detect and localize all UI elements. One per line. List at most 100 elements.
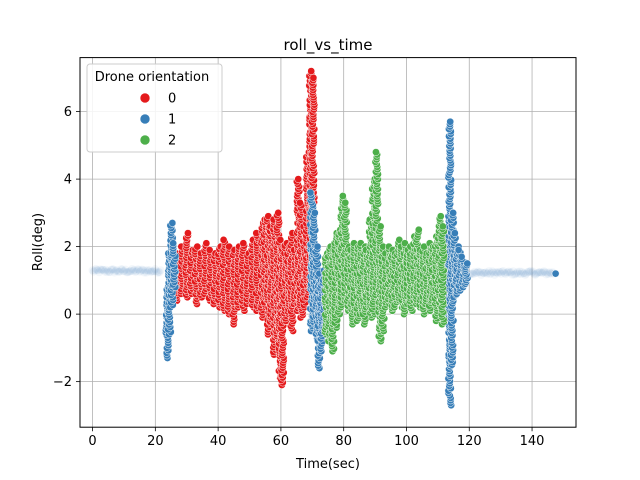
baseline-point (106, 268, 115, 277)
x-tick-label: 0 (88, 434, 96, 449)
baseline-point (476, 268, 485, 277)
data-point-series-0 (202, 239, 211, 248)
baseline-point (516, 270, 525, 279)
data-point-series-2 (438, 222, 447, 231)
data-point-series-0 (193, 242, 202, 251)
legend-marker-0 (139, 92, 151, 104)
baseline-point (113, 267, 122, 276)
baseline-point (127, 266, 136, 275)
baseline-point (154, 267, 163, 276)
baseline-point (538, 268, 547, 277)
baseline-point (116, 267, 125, 276)
baseline-point (479, 269, 488, 278)
baseline-point (539, 267, 548, 276)
baseline-point (505, 268, 514, 277)
baseline-point (472, 268, 481, 277)
data-point-series-2 (372, 148, 380, 156)
baseline-point (483, 268, 492, 277)
baseline-point (123, 268, 132, 277)
data-point-series-1 (449, 209, 457, 217)
baseline-point (498, 267, 507, 276)
data-point-series-1 (454, 246, 463, 254)
y-tick-label: 2 (64, 240, 72, 255)
x-tick-label: 20 (147, 434, 164, 449)
baseline-point (147, 267, 156, 276)
baseline-point (152, 267, 161, 276)
x-axis-label: Time(sec) (295, 457, 360, 472)
legend-marker-2 (139, 134, 151, 146)
data-point-series-1 (169, 239, 178, 248)
x-tick-label: 120 (457, 434, 482, 449)
baseline-point (95, 268, 104, 277)
baseline-point (542, 270, 551, 279)
data-point-series-2 (376, 222, 385, 231)
baseline-point (468, 269, 477, 278)
data-point-series-2 (414, 225, 423, 234)
data-point-series-0 (205, 246, 214, 254)
baseline-point (114, 267, 123, 276)
baseline-point (109, 265, 118, 274)
baseline-point (487, 268, 496, 277)
data-point-series-0 (276, 236, 285, 244)
baseline-point (521, 270, 530, 279)
baseline-point (532, 269, 541, 278)
baseline-point (94, 266, 103, 275)
baseline-point (111, 267, 120, 276)
baseline-point (136, 266, 145, 275)
baseline-point (145, 266, 154, 275)
baseline-point (120, 267, 129, 276)
baseline-point (107, 265, 116, 274)
baseline-point (90, 266, 99, 275)
data-point-series-1 (168, 219, 177, 227)
data-point-series-1 (310, 209, 319, 217)
data-point-series-1 (463, 259, 472, 268)
baseline-point (91, 264, 100, 273)
baseline-point (119, 267, 128, 276)
baseline-point (153, 268, 162, 277)
baseline-point (489, 268, 498, 277)
baseline-point (486, 270, 495, 279)
baseline-point (527, 268, 536, 277)
baseline-point (97, 266, 106, 275)
data-point-series-1 (551, 269, 560, 278)
baseline-point (98, 265, 107, 274)
baseline-point (156, 266, 165, 275)
baseline-point (537, 268, 546, 277)
baseline-point (482, 269, 491, 278)
data-point-series-0 (296, 198, 304, 207)
baseline-point (117, 265, 126, 274)
baseline-point (512, 269, 521, 278)
baseline-point (89, 267, 98, 276)
baseline-point (507, 268, 516, 277)
baseline-point (139, 266, 148, 275)
baseline-point (501, 270, 510, 279)
legend: Drone orientation 0 1 2 (86, 63, 223, 153)
data-point-series-2 (341, 198, 350, 207)
data-point-series-2 (338, 192, 347, 200)
legend-box (86, 63, 223, 153)
baseline-point (496, 268, 505, 277)
baseline-point (135, 267, 144, 276)
baseline-point (519, 269, 528, 278)
baseline-point (121, 265, 130, 274)
baseline-point (522, 269, 531, 278)
baseline-point (491, 268, 500, 277)
baseline-point (124, 267, 133, 276)
data-point-series-1 (457, 252, 466, 261)
baseline-point (524, 267, 533, 276)
baseline-point (103, 266, 112, 275)
data-point-series-0 (294, 175, 303, 183)
baseline-point (543, 268, 552, 277)
baseline-point (131, 268, 140, 277)
plot-frame (79, 57, 577, 428)
baseline-point (478, 268, 487, 277)
baseline-point (503, 268, 512, 277)
baseline-point (475, 268, 484, 277)
data-point-series-0 (184, 229, 192, 237)
data-points (88, 67, 560, 410)
x-tick-label: 60 (273, 434, 290, 449)
data-point-series-2 (436, 212, 445, 221)
baseline-point (134, 265, 143, 274)
baseline-point (528, 267, 537, 276)
